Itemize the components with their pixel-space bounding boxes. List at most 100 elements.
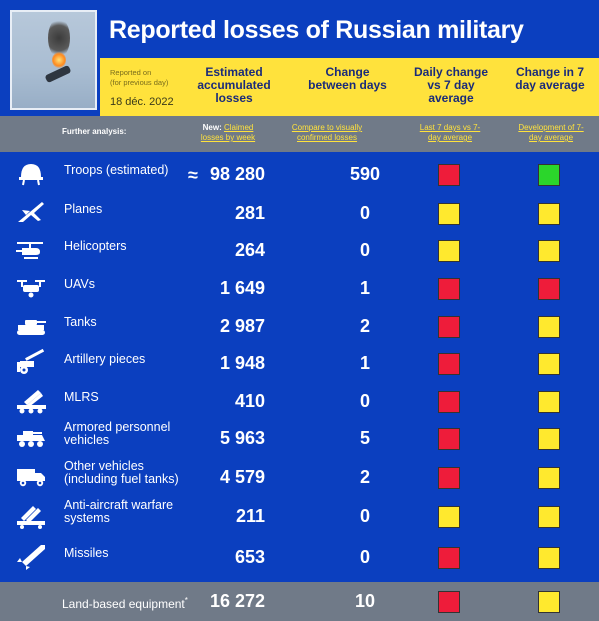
trend-indicator (538, 353, 560, 375)
row-change: 0 (359, 391, 370, 411)
table-row: Anti-aircraft warfare systems 211 0 (0, 497, 599, 535)
table-row: Helicopters 264 0 (0, 231, 599, 269)
footer-daily-indicator (438, 591, 460, 613)
row-label: Artillery pieces (64, 352, 146, 366)
report-date: 18 déc. 2022 (110, 96, 174, 108)
trend-indicator (538, 547, 560, 569)
footer-summary-row: Land-based equipment* 16 272 10 (0, 582, 599, 621)
column-header-band (100, 58, 599, 116)
reported-on-label: Reported on (110, 68, 152, 77)
last7-days-link[interactable]: Last 7 days vs 7-day average (414, 123, 486, 143)
table-row: Armored personnel vehicles 5 963 5 (0, 419, 599, 457)
further-analysis-label: Further analysis: (62, 127, 127, 136)
apc-icon (14, 423, 48, 451)
trend-indicator (538, 316, 560, 338)
col-header-estimated: Estimated accumulated losses (197, 65, 271, 105)
truck-icon (14, 462, 48, 490)
row-change: 590 (349, 164, 381, 184)
trend-indicator (538, 506, 560, 528)
trend-indicator (538, 164, 560, 186)
trend-indicator (538, 428, 560, 450)
table-row: Missiles 653 0 (0, 538, 599, 576)
daily-indicator (438, 316, 460, 338)
trend-indicator (538, 467, 560, 489)
daily-indicator (438, 467, 460, 489)
daily-indicator (438, 240, 460, 262)
row-value: 211 (235, 506, 265, 526)
claimed-losses-link[interactable]: New: Claimed losses by week (192, 123, 264, 143)
daily-indicator (438, 391, 460, 413)
development-7day-link[interactable]: Development of 7-day average (512, 123, 590, 143)
approx-sign: ≈ (188, 165, 198, 185)
row-label: Other vehicles (including fuel tanks) (64, 459, 179, 486)
row-change: 0 (359, 240, 370, 260)
footer-change: 10 (354, 591, 376, 611)
row-value: 1 948 (219, 353, 265, 373)
row-change: 1 (359, 278, 370, 298)
footer-label: Land-based equipment* (62, 594, 188, 611)
development-7day-link-text[interactable]: Development of 7-day average (518, 123, 584, 142)
row-value: 264 (234, 240, 265, 260)
tank-icon (14, 311, 48, 339)
row-label: Missiles (64, 546, 109, 560)
row-change: 0 (359, 203, 370, 223)
table-row: Artillery pieces 1 948 1 (0, 344, 599, 382)
footer-trend-indicator (538, 591, 560, 613)
row-value: 653 (234, 547, 265, 567)
row-label: UAVs (64, 277, 96, 291)
trend-indicator (538, 203, 560, 225)
row-value: 410 (234, 391, 265, 411)
downed-aircraft-photo (10, 10, 97, 110)
row-value: 98 280 (209, 164, 265, 184)
analysis-band (0, 116, 599, 152)
row-label: Anti-aircraft warfare systems (64, 498, 174, 525)
row-label: Helicopters (64, 239, 127, 253)
footer-label-text: Land-based equipment (62, 597, 185, 611)
daily-indicator (438, 203, 460, 225)
anti-aircraft-icon (14, 501, 48, 529)
row-value: 281 (234, 203, 265, 223)
row-label: MLRS (64, 390, 99, 404)
footer-asterisk: * (184, 596, 188, 605)
daily-indicator (438, 353, 460, 375)
claimed-losses-link-text[interactable]: Claimed losses by week (200, 123, 256, 142)
row-label: Planes (64, 202, 103, 216)
row-change: 1 (359, 353, 370, 373)
row-change: 0 (359, 547, 370, 567)
row-change: 5 (359, 428, 370, 448)
row-label: Tanks (64, 315, 97, 329)
table-row: Other vehicles (including fuel tanks) 4 5… (0, 458, 599, 496)
compare-confirmed-link-text[interactable]: Compare to visually confirmed losses (291, 123, 363, 142)
table-row: Troops (estimated) ≈98 280 590 (0, 155, 599, 193)
table-row: MLRS 410 0 (0, 382, 599, 420)
table-row: Planes 281 0 (0, 194, 599, 232)
trend-indicator (538, 391, 560, 413)
page-title: Reported losses of Russian military (109, 16, 524, 44)
row-label: Armored personnel vehicles (64, 420, 171, 447)
daily-indicator (438, 164, 460, 186)
table-row: Tanks 2 987 2 (0, 307, 599, 345)
daily-indicator (438, 278, 460, 300)
trend-indicator (538, 278, 560, 300)
col-header-daily: Daily change vs 7 day average (413, 65, 489, 105)
row-value: 5 963 (219, 428, 265, 448)
missile-icon (14, 542, 48, 570)
mlrs-icon (14, 386, 48, 414)
drone-icon (14, 273, 48, 301)
last7-days-link-text[interactable]: Last 7 days vs 7-day average (419, 123, 481, 142)
table-row: UAVs 1 649 1 (0, 269, 599, 307)
row-value: 1 649 (219, 278, 265, 298)
trend-indicator (538, 240, 560, 262)
row-change: 0 (359, 506, 370, 526)
for-previous-day-label: (for previous day) (110, 78, 169, 87)
daily-indicator (438, 506, 460, 528)
row-change: 2 (359, 316, 370, 336)
helicopter-icon (14, 235, 48, 263)
reported-on-note: Reported on (for previous day) (110, 68, 168, 88)
col-header-7day: Change in 7 day average (515, 65, 585, 92)
plane-icon (14, 198, 48, 226)
compare-confirmed-link[interactable]: Compare to visually confirmed losses (282, 123, 372, 143)
row-value: 2 987 (219, 316, 265, 336)
row-value: 4 579 (219, 467, 265, 487)
